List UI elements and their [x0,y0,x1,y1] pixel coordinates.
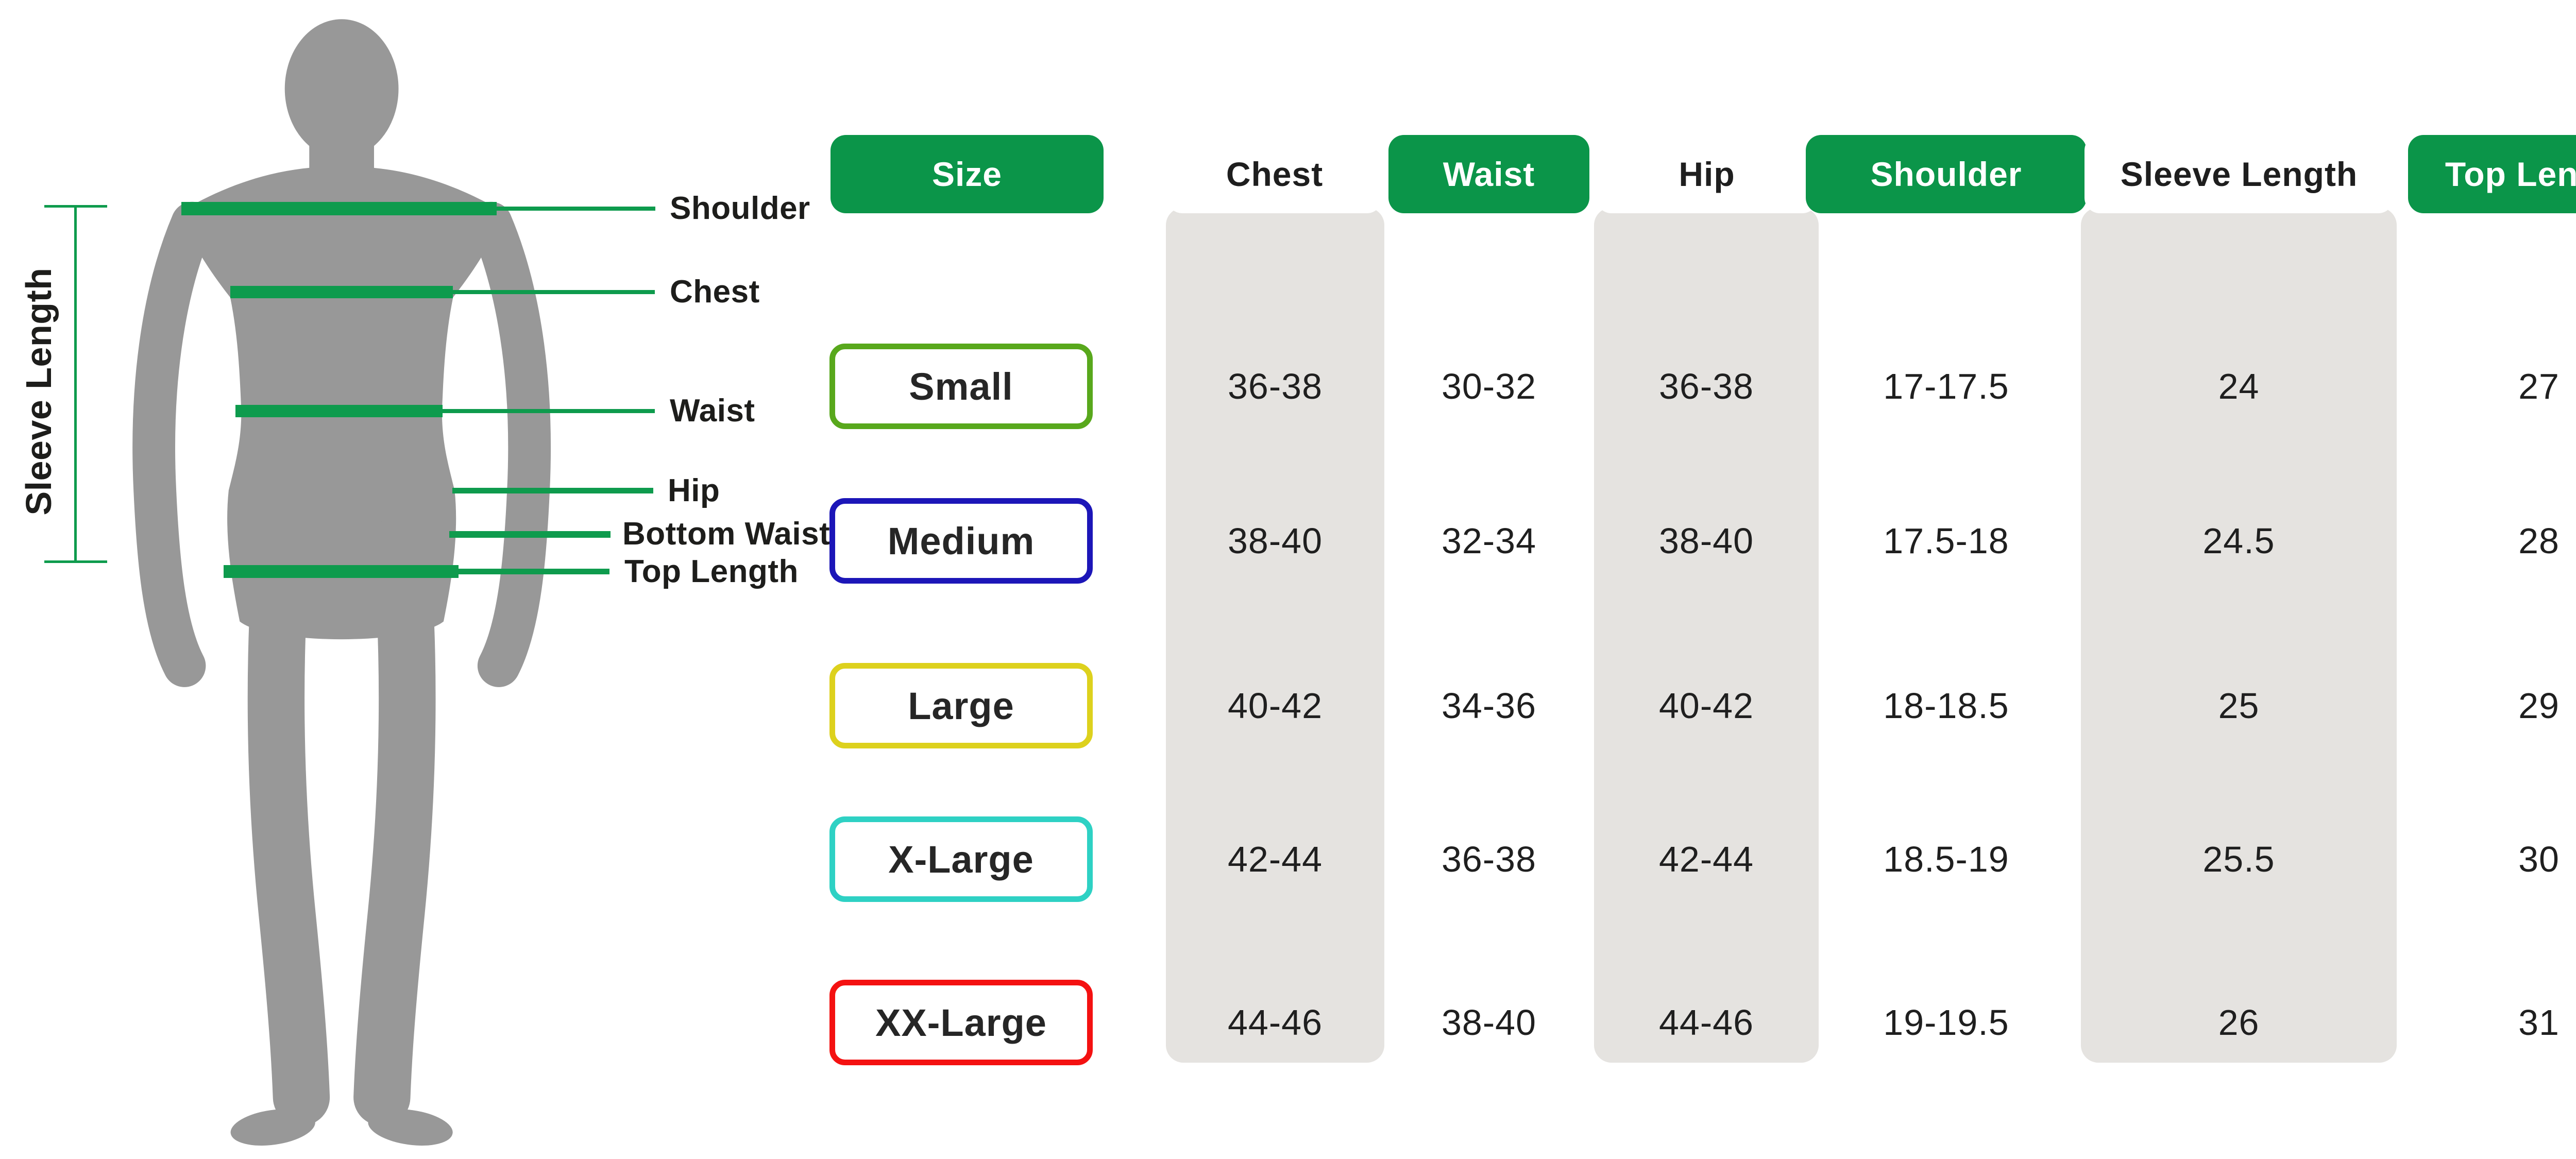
cell-x-large-sleeve-length: 25.5 [2202,839,2275,879]
body-silhouette [132,19,551,1146]
chest-column-band [1166,208,1384,1063]
size-button-small[interactable]: Small [829,344,1093,429]
size-button-x-large[interactable]: X-Large [829,816,1093,902]
torso [179,166,504,640]
cell-x-large-waist: 36-38 [1441,839,1537,879]
hip-column-band [1594,208,1819,1063]
cell-large-waist: 34-36 [1441,686,1537,726]
header-top-length: Top Length [2408,135,2576,213]
top-length-pointer-line [459,569,609,574]
sleeve-length-top-cap [44,205,107,208]
sleeve-length-column-band [2081,208,2397,1063]
bottom-waist-pointer-line [449,531,611,538]
waist-pointer-line [443,409,655,413]
header-sleeve-length: Sleeve Length [2084,135,2394,213]
cell-large-top-length: 29 [2518,686,2560,726]
cell-small-hip: 36-38 [1658,366,1754,406]
hip-pointer-line [452,488,653,493]
shoulder-label: Shoulder [670,191,810,226]
sleeve-length-label: Sleeve Length [19,267,59,516]
cell-x-large-shoulder: 18.5-19 [1883,839,2009,879]
header-chest: Chest [1167,135,1382,213]
bottom-waist-label: Bottom Waist [622,516,831,552]
cell-xx-large-chest: 44-46 [1227,1002,1323,1043]
cell-small-waist: 30-32 [1441,366,1537,406]
header-shoulder: Shoulder [1806,135,2087,213]
cell-medium-hip: 38-40 [1658,521,1754,561]
waist-line [235,405,443,417]
cell-xx-large-waist: 38-40 [1441,1002,1537,1043]
cell-large-chest: 40-42 [1227,686,1323,726]
cell-large-hip: 40-42 [1658,686,1754,726]
size-button-medium[interactable]: Medium [829,498,1093,584]
left-foot [230,1109,315,1146]
cell-xx-large-shoulder: 19-19.5 [1883,1002,2009,1043]
cell-x-large-top-length: 30 [2518,839,2560,879]
hip-label: Hip [668,473,720,508]
cell-small-chest: 36-38 [1227,366,1323,406]
cell-small-sleeve-length: 24 [2218,366,2260,406]
header-waist: Waist [1388,135,1589,213]
top-length-label: Top Length [624,554,799,589]
cell-xx-large-sleeve-length: 26 [2218,1002,2260,1043]
left-arm [132,201,214,687]
cell-small-top-length: 27 [2518,366,2560,406]
cell-x-large-chest: 42-44 [1227,839,1323,879]
chest-pointer-line [453,290,655,294]
size-button-large[interactable]: Large [829,663,1093,748]
cell-medium-top-length: 28 [2518,521,2560,561]
sleeve-length-vertical-line [74,206,77,562]
cell-xx-large-hip: 44-46 [1658,1002,1754,1043]
head [284,19,399,159]
shoulder-line [181,202,497,215]
header-size: Size [831,135,1104,213]
cell-medium-shoulder: 17.5-18 [1883,521,2009,561]
cell-large-sleeve-length: 25 [2218,686,2260,726]
top-length-line [224,565,459,578]
cell-xx-large-top-length: 31 [2518,1002,2560,1043]
cell-medium-waist: 32-34 [1441,521,1537,561]
size-button-xx-large[interactable]: XX-Large [829,980,1093,1065]
right-leg [353,514,436,1126]
shoulder-pointer-line [497,207,655,211]
cell-medium-chest: 38-40 [1227,521,1323,561]
cell-small-shoulder: 17-17.5 [1883,366,2009,406]
waist-label: Waist [670,393,755,429]
chest-label: Chest [670,274,760,310]
sleeve-length-bottom-cap [44,560,107,563]
header-hip: Hip [1596,135,1818,213]
right-foot [368,1109,453,1146]
cell-x-large-hip: 42-44 [1658,839,1754,879]
cell-medium-sleeve-length: 24.5 [2202,521,2275,561]
chest-line [230,286,453,298]
left-leg [247,514,330,1126]
cell-large-shoulder: 18-18.5 [1883,686,2009,726]
